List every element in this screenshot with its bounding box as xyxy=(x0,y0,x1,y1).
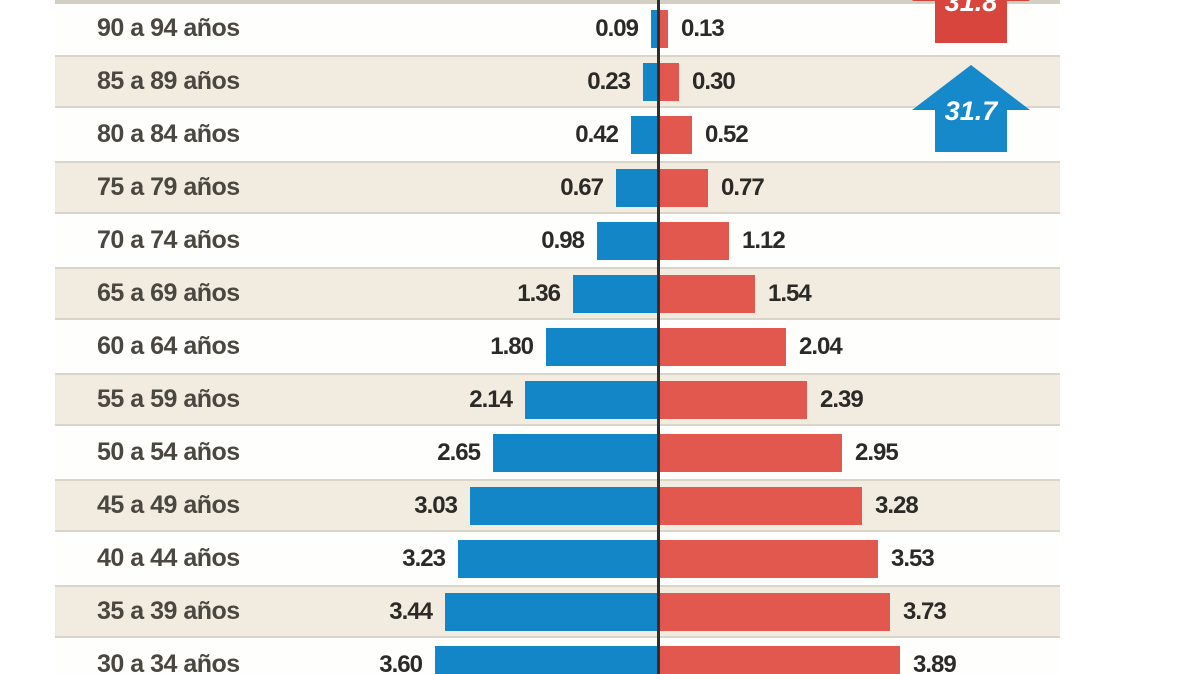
right-value-label: 1.12 xyxy=(742,226,786,254)
left-value-label: 0.09 xyxy=(595,14,639,42)
left-bar xyxy=(445,593,657,631)
row-background xyxy=(55,108,1060,161)
right-value-label: 3.53 xyxy=(891,544,935,572)
age-group-label: 80 a 84 años xyxy=(97,120,240,148)
age-group-label: 90 a 94 años xyxy=(97,14,240,42)
left-value-label: 0.67 xyxy=(560,173,604,201)
left-value-label: 3.23 xyxy=(402,544,446,572)
age-group-label: 55 a 59 años xyxy=(97,385,240,413)
left-value-label: 0.98 xyxy=(541,226,585,254)
right-value-label: 0.30 xyxy=(692,67,736,95)
right-bar xyxy=(660,540,878,578)
left-bar xyxy=(435,646,657,674)
age-group-label: 65 a 69 años xyxy=(97,279,240,307)
age-group-label: 45 a 49 años xyxy=(97,491,240,519)
right-value-label: 0.13 xyxy=(681,14,725,42)
age-group-label: 40 a 44 años xyxy=(97,544,240,572)
left-value-label: 1.80 xyxy=(490,332,534,360)
left-bar xyxy=(651,10,657,48)
right-value-label: 3.73 xyxy=(903,597,947,625)
right-bar xyxy=(660,116,692,154)
row-background xyxy=(55,55,1060,108)
left-bar xyxy=(546,328,657,366)
left-bar xyxy=(631,116,657,154)
right-bar xyxy=(660,593,890,631)
age-group-label: 30 a 34 años xyxy=(97,650,240,674)
left-value-label: 0.23 xyxy=(587,67,631,95)
age-group-label: 35 a 39 años xyxy=(97,597,240,625)
left-bar xyxy=(616,169,657,207)
top-row-separator xyxy=(55,0,1060,4)
left-value-label: 2.65 xyxy=(437,438,481,466)
right-value-label: 2.95 xyxy=(855,438,899,466)
right-bar xyxy=(660,222,729,260)
left-bar xyxy=(525,381,657,419)
center-axis-line xyxy=(657,0,660,674)
left-value-label: 0.42 xyxy=(575,120,619,148)
right-value-label: 0.52 xyxy=(705,120,749,148)
right-value-label: 2.04 xyxy=(799,332,843,360)
right-bar xyxy=(660,434,842,472)
left-bar xyxy=(597,222,657,260)
left-value-label: 3.60 xyxy=(379,650,423,674)
red-up-arrow-icon: 31.8 xyxy=(912,0,1030,43)
blue-arrow-value: 31.7 xyxy=(945,96,1000,126)
age-group-label: 60 a 64 años xyxy=(97,332,240,360)
right-bar xyxy=(660,381,807,419)
right-bar xyxy=(660,487,862,525)
left-value-label: 3.44 xyxy=(389,597,433,625)
right-value-label: 1.54 xyxy=(768,279,812,307)
right-bar xyxy=(660,646,900,674)
left-bar xyxy=(470,487,657,525)
age-group-label: 75 a 79 años xyxy=(97,173,240,201)
left-value-label: 2.14 xyxy=(469,385,513,413)
age-group-label: 85 a 89 años xyxy=(97,67,240,95)
red-arrow-value: 31.8 xyxy=(945,0,998,17)
age-group-label: 50 a 54 años xyxy=(97,438,240,466)
right-bar xyxy=(660,169,708,207)
right-bar xyxy=(660,275,755,313)
blue-up-arrow-icon: 31.7 xyxy=(912,65,1030,152)
blue-up-arrow-shape xyxy=(912,65,1030,152)
left-value-label: 3.03 xyxy=(414,491,458,519)
red-up-arrow-shape xyxy=(912,0,1030,43)
right-bar xyxy=(660,10,668,48)
right-bar xyxy=(660,63,679,101)
row-background xyxy=(55,2,1060,55)
age-group-label: 70 a 74 años xyxy=(97,226,240,254)
right-value-label: 3.89 xyxy=(913,650,957,674)
left-bar xyxy=(643,63,657,101)
left-bar xyxy=(493,434,657,472)
right-value-label: 3.28 xyxy=(875,491,919,519)
left-value-label: 1.36 xyxy=(517,279,561,307)
left-bar xyxy=(458,540,657,578)
row-background xyxy=(55,214,1060,267)
right-value-label: 0.77 xyxy=(721,173,765,201)
row-background xyxy=(55,267,1060,320)
row-background xyxy=(55,161,1060,214)
right-value-label: 2.39 xyxy=(820,385,864,413)
left-bar xyxy=(573,275,657,313)
right-bar xyxy=(660,328,786,366)
